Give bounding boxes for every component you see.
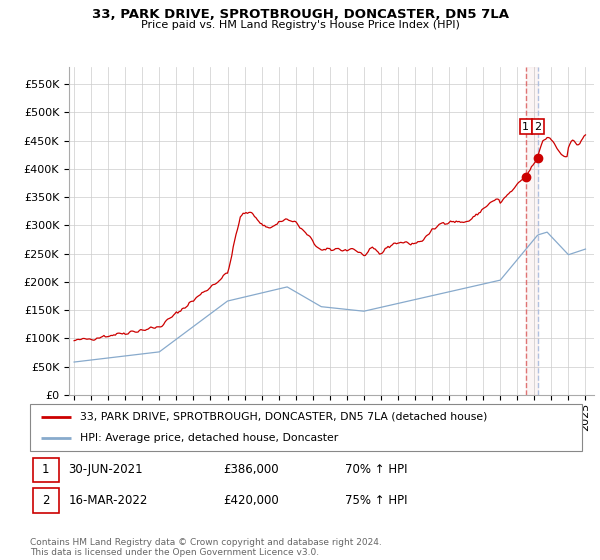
Text: 2: 2 xyxy=(42,494,49,507)
Text: Price paid vs. HM Land Registry's House Price Index (HPI): Price paid vs. HM Land Registry's House … xyxy=(140,20,460,30)
Text: 33, PARK DRIVE, SPROTBROUGH, DONCASTER, DN5 7LA: 33, PARK DRIVE, SPROTBROUGH, DONCASTER, … xyxy=(91,8,509,21)
Text: 70% ↑ HPI: 70% ↑ HPI xyxy=(344,463,407,477)
Text: Contains HM Land Registry data © Crown copyright and database right 2024.
This d: Contains HM Land Registry data © Crown c… xyxy=(30,538,382,557)
Text: 1: 1 xyxy=(42,463,49,477)
Bar xyxy=(33,458,59,482)
Bar xyxy=(33,488,59,513)
Text: £420,000: £420,000 xyxy=(223,494,279,507)
Text: 2: 2 xyxy=(534,122,541,132)
Text: 75% ↑ HPI: 75% ↑ HPI xyxy=(344,494,407,507)
Text: 16-MAR-2022: 16-MAR-2022 xyxy=(68,494,148,507)
Text: HPI: Average price, detached house, Doncaster: HPI: Average price, detached house, Donc… xyxy=(80,433,338,444)
Text: 30-JUN-2021: 30-JUN-2021 xyxy=(68,463,143,477)
Text: £386,000: £386,000 xyxy=(223,463,279,477)
Text: 1: 1 xyxy=(523,122,529,132)
Text: 33, PARK DRIVE, SPROTBROUGH, DONCASTER, DN5 7LA (detached house): 33, PARK DRIVE, SPROTBROUGH, DONCASTER, … xyxy=(80,412,487,422)
Bar xyxy=(526,67,538,395)
